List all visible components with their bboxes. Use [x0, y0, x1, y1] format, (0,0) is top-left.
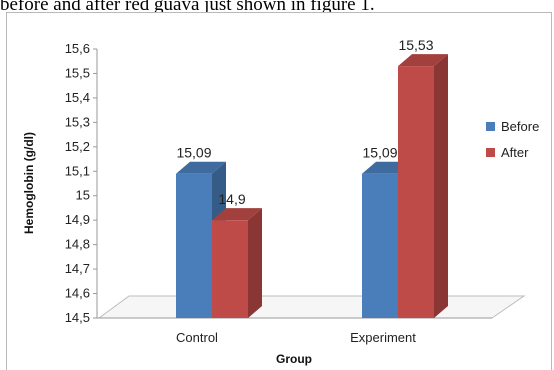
y-tick-label: 14,6 — [65, 286, 90, 301]
legend-swatch — [486, 122, 495, 131]
legend-item-after: After — [486, 145, 529, 160]
bar-front — [362, 173, 398, 318]
bar-front — [398, 66, 434, 318]
y-tick-label: 14,7 — [65, 261, 90, 276]
bar-side — [248, 208, 262, 318]
bar-front — [176, 173, 212, 318]
legend-label: Before — [501, 119, 539, 134]
bar-after-control — [212, 208, 262, 318]
data-label: 15,53 — [398, 37, 433, 53]
legend-swatch — [486, 148, 495, 157]
y-tick-label: 15,2 — [65, 139, 90, 154]
y-tick-label: 14,8 — [65, 237, 90, 252]
bar-side — [434, 54, 448, 318]
caption-fragment: before and after red guava just shown in… — [0, 0, 375, 14]
x-axis-title: Group — [276, 352, 312, 366]
bar-top — [212, 208, 262, 221]
bar-after-experiment — [398, 54, 448, 318]
bar-front — [212, 220, 248, 318]
data-label: 15,09 — [362, 145, 397, 161]
y-tick-label: 15,4 — [65, 90, 90, 105]
x-tick-label-control: Control — [176, 330, 218, 345]
x-tick-label-experiment: Experiment — [350, 330, 416, 345]
y-tick-label: 15,5 — [65, 65, 90, 80]
y-tick-label: 15 — [76, 188, 90, 203]
y-axis-title: Hemoglobin (g/dl) — [22, 132, 36, 234]
y-tick-label: 15,6 — [65, 41, 90, 56]
chart-floor — [97, 295, 526, 319]
data-label: 14,9 — [218, 191, 245, 207]
data-label: 15,09 — [176, 145, 211, 161]
bar-top — [176, 161, 226, 174]
legend-label: After — [501, 145, 529, 160]
y-tick-label: 14,5 — [65, 310, 90, 325]
y-tick-label: 15,3 — [65, 114, 90, 129]
bar-top — [398, 54, 448, 67]
y-tick-label: 15,1 — [65, 163, 90, 178]
y-tick-label: 14,9 — [65, 212, 90, 227]
legend-item-before: Before — [486, 119, 539, 134]
